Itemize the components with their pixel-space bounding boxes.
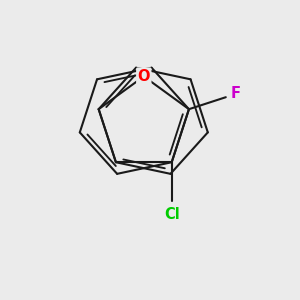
Text: O: O bbox=[138, 69, 150, 84]
Text: Cl: Cl bbox=[164, 207, 180, 222]
Text: F: F bbox=[231, 86, 241, 101]
